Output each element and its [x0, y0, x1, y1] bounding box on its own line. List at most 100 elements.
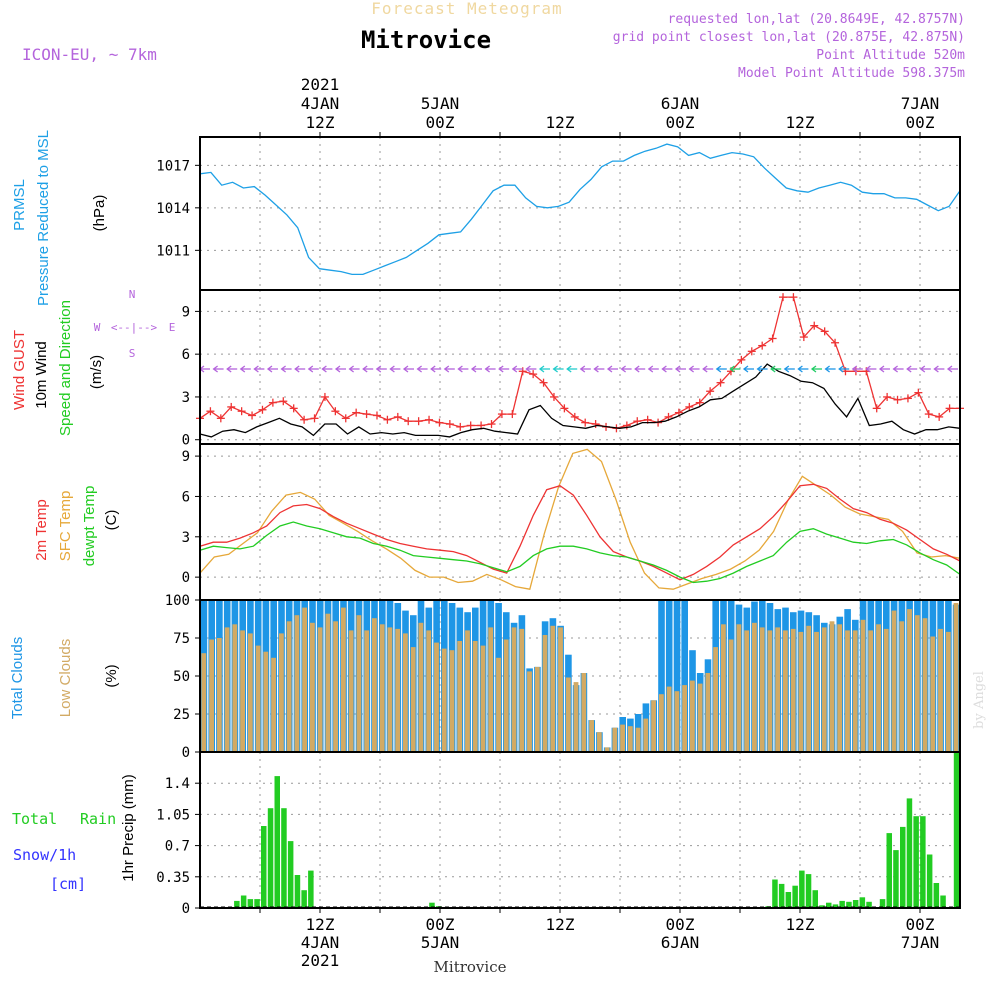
total-clouds-bar [673, 600, 681, 752]
rain-bar [294, 875, 301, 908]
rain-bar [792, 885, 798, 908]
low-clouds-bar [651, 700, 656, 752]
low-clouds-bar [240, 630, 245, 752]
y-tick-label: 3 [182, 390, 190, 406]
compass-east: E [169, 321, 176, 334]
y-tick-label: 75 [173, 631, 190, 647]
rain-bar [308, 870, 314, 908]
gust-marker [539, 378, 548, 387]
wind-direction-arrow [729, 365, 741, 373]
y-tick-label: 0 [182, 745, 190, 761]
pressure-unit: (hPa) [91, 195, 108, 232]
wind-direction-arrow [511, 365, 523, 373]
super-title: Forecast Meteogram [371, 0, 562, 18]
arrow-head [511, 365, 518, 373]
gust-marker [560, 404, 569, 413]
low-clouds-bar [263, 651, 269, 752]
gust-marker [768, 334, 777, 343]
arrow-head [416, 365, 422, 373]
wind-direction-arrow [674, 365, 686, 373]
time-label-bottom: 00Z [906, 915, 935, 934]
arrow-head [620, 365, 626, 373]
wind-direction-arrow [389, 365, 401, 373]
rain-bar [866, 901, 872, 908]
low-clouds-bar [317, 627, 323, 752]
model-name: ICON-EU, ~ 7km [22, 45, 157, 64]
wind-direction-arrow [198, 365, 210, 373]
wind-direction-arrow [334, 365, 346, 373]
gust-marker [341, 414, 350, 423]
gust-marker [320, 392, 329, 401]
compass-arrows: <--|--> [111, 321, 158, 334]
gust-marker [706, 387, 715, 396]
arrow-head [770, 365, 776, 373]
low-clouds-bar [581, 673, 587, 752]
gust-marker [435, 418, 444, 427]
low-clouds-bar [666, 686, 672, 752]
low-clouds-bar [690, 680, 695, 752]
wind-10m-label: 10m Wind [33, 341, 50, 409]
arrow-head [946, 365, 953, 373]
low-clouds-bar [876, 624, 881, 752]
rain-bar [812, 890, 818, 908]
low-clouds-bar [852, 630, 858, 752]
wind-direction-arrow [470, 365, 482, 373]
wind-direction-arrow [824, 365, 836, 373]
low-clouds-bar [945, 631, 951, 752]
arrow-head [892, 365, 898, 373]
wind-direction-arrow [878, 365, 890, 373]
arrow-head [566, 365, 572, 373]
wind-direction-arrow [348, 365, 360, 373]
gust-marker [466, 421, 475, 430]
wind-direction-arrow [321, 365, 333, 373]
panel-frame [199, 751, 961, 909]
arrow-head [470, 365, 477, 373]
wind-direction-arrow [661, 365, 673, 373]
y-tick-label: 0 [182, 901, 190, 917]
low-clouds-bar [860, 619, 866, 752]
wind-direction-arrow [525, 365, 537, 373]
gust-marker [508, 410, 517, 419]
arrow-head [702, 365, 708, 373]
arrow-head [674, 365, 681, 373]
arrow-head [606, 365, 613, 373]
rain-bar [886, 833, 892, 908]
arrow-head [348, 365, 354, 373]
arrow-head [266, 365, 273, 373]
arrow-head [797, 365, 803, 373]
low-clouds-bar [511, 627, 517, 752]
gust-marker [622, 421, 631, 430]
gust-marker [237, 407, 246, 416]
gust-marker [268, 398, 277, 407]
arrow-head [484, 365, 490, 373]
gust-marker [872, 404, 881, 413]
time-label-top: 6JAN [661, 94, 700, 113]
y-tick-label: 0 [182, 433, 190, 449]
gust-line [199, 296, 960, 429]
low-clouds-bar [534, 666, 540, 752]
arrow-head [307, 365, 314, 373]
y-tick-label: 1011 [156, 243, 190, 259]
low-clouds-bar [891, 610, 897, 752]
gust-marker [310, 414, 319, 423]
wind-direction-arrow [552, 365, 564, 373]
rain-bar [846, 901, 852, 908]
low-clouds-bar [418, 622, 424, 752]
wind-direction-arrow [226, 365, 238, 373]
low-clouds-bar [713, 647, 718, 752]
temp-2m-label: 2m Temp [33, 499, 50, 560]
wind-direction-arrow [742, 365, 754, 373]
wind-compass: N W <--|--> E S [94, 288, 176, 360]
low-clouds-bar [426, 630, 432, 752]
arrow-head [906, 365, 912, 373]
precip-total-label: Total [12, 810, 57, 828]
wind-direction-arrow [498, 365, 510, 373]
gust-marker [404, 417, 413, 426]
low-clouds-bar [573, 682, 579, 752]
grid-point-coords: grid point closest lon,lat (20.875E, 42.… [613, 30, 965, 45]
rain-bar [879, 899, 886, 908]
low-clouds-bar [216, 638, 222, 752]
low-clouds-bar [798, 631, 804, 752]
wind-direction-arrow [797, 365, 809, 373]
arrow-head [321, 365, 327, 373]
